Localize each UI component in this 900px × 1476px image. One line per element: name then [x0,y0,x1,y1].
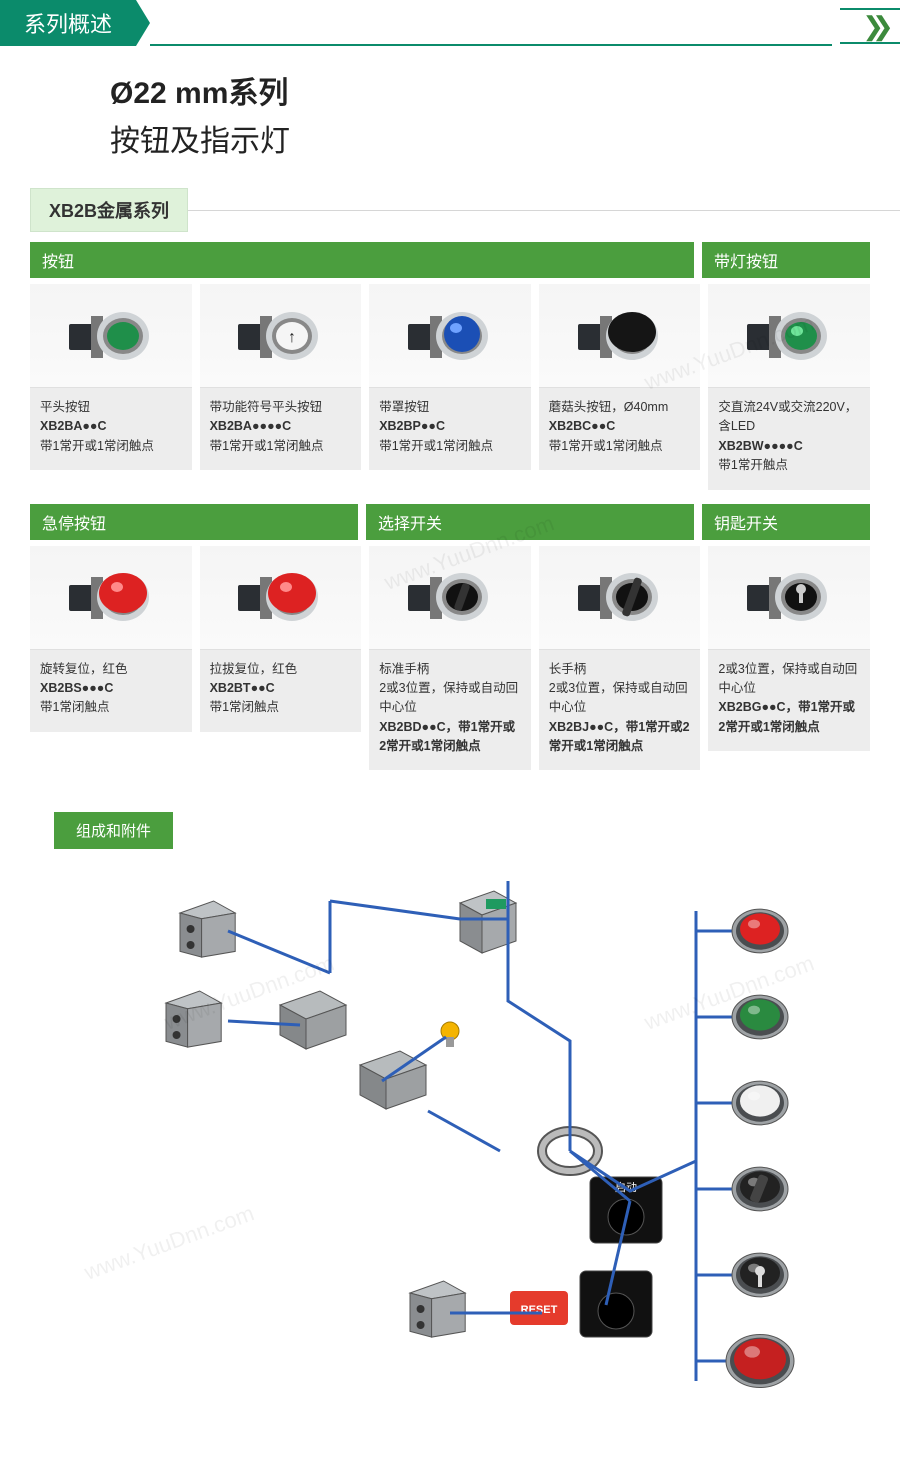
product-image: ↑ [200,284,362,388]
product-card: 标准手柄2或3位置，保持或自动回中心位XB2BD●●C，带1常开或2常开或1常闭… [369,546,531,771]
diagram-svg: 启动RESET [30,861,870,1451]
exploded-diagram: 启动RESET [30,861,870,1456]
tab-triangle [136,0,150,46]
product-card: 长手柄2或3位置，保持或自动回中心位XB2BJ●●C，带1常开或2常开或1常闭触… [539,546,701,771]
product-glyph-icon [61,298,161,374]
product-image [708,284,870,388]
product-card: ↑ 带功能符号平头按钮XB2BA●●●●C带1常开或1常闭触点 [200,284,362,490]
product-image [539,546,701,650]
product-image [30,284,192,388]
product-image [369,284,531,388]
product-text: 旋转复位，红色XB2BS●●●C带1常闭触点 [30,650,192,732]
product-card: 平头按钮XB2BA●●C带1常开或1常闭触点 [30,284,192,490]
product-glyph-icon [400,559,500,635]
product-image [30,546,192,650]
product-row-2: 旋转复位，红色XB2BS●●●C带1常闭触点 拉拔复位，红色XB2BT●●C带1… [30,546,870,771]
product-card: 带罩按钮XB2BP●●C带1常开或1常闭触点 [369,284,531,490]
product-text: 交直流24V或交流220V，含LEDXB2BW●●●●C带1常开触点 [708,388,870,490]
cat-button: 按钮 [30,242,694,278]
page-title-2: 按钮及指示灯 [110,116,900,160]
product-text: 长手柄2或3位置，保持或自动回中心位XB2BJ●●C，带1常开或2常开或1常闭触… [539,650,701,771]
product-card: 蘑菇头按钮，Ø40mmXB2BC●●C带1常开或1常闭触点 [539,284,701,490]
product-glyph-icon [400,298,500,374]
product-image [200,546,362,650]
product-text: 带罩按钮XB2BP●●C带1常开或1常闭触点 [369,388,531,470]
cat-estop: 急停按钮 [30,504,358,540]
product-glyph-icon [230,559,330,635]
page-title-1: Ø22 mm系列 [110,68,900,112]
product-text: 蘑菇头按钮，Ø40mmXB2BC●●C带1常开或1常闭触点 [539,388,701,470]
cat-lit-button: 带灯按钮 [702,242,870,278]
tab-header: 系列概述 ❯❯ [0,0,900,46]
product-glyph-icon [61,559,161,635]
product-card: 拉拔复位，红色XB2BT●●C带1常闭触点 [200,546,362,771]
series-line [188,210,900,211]
product-text: 平头按钮XB2BA●●C带1常开或1常闭触点 [30,388,192,470]
tab-title: 系列概述 [0,0,136,46]
product-glyph-icon [739,559,839,635]
product-glyph-icon [739,298,839,374]
product-glyph-icon [570,298,670,374]
category-row-1: 按钮 带灯按钮 [30,242,870,278]
product-card: 交直流24V或交流220V，含LEDXB2BW●●●●C带1常开触点 [708,284,870,490]
product-image [369,546,531,650]
product-glyph-icon [570,559,670,635]
components-label: 组成和附件 [54,812,173,849]
cat-selector: 选择开关 [366,504,694,540]
product-card: 旋转复位，红色XB2BS●●●C带1常闭触点 [30,546,192,771]
cat-key: 钥匙开关 [702,504,870,540]
product-row-1: 平头按钮XB2BA●●C带1常开或1常闭触点 ↑ 带功能符号平头按钮XB2BA●… [30,284,870,490]
series-label: XB2B金属系列 [30,188,188,232]
next-page-arrow-icon[interactable]: ❯❯ [840,8,900,44]
product-image [708,546,870,650]
product-text: 拉拔复位，红色XB2BT●●C带1常闭触点 [200,650,362,732]
series-bar: XB2B金属系列 [30,188,900,232]
svg-text:↑: ↑ [288,329,296,346]
catalog-page: 系列概述 ❯❯ Ø22 mm系列 按钮及指示灯 XB2B金属系列 按钮 带灯按钮… [0,0,900,1476]
product-text: 2或3位置，保持或自动回中心位XB2BG●●C，带1常开或2常开或1常闭触点 [708,650,870,752]
product-text: 带功能符号平头按钮XB2BA●●●●C带1常开或1常闭触点 [200,388,362,470]
product-card: 2或3位置，保持或自动回中心位XB2BG●●C，带1常开或2常开或1常闭触点 [708,546,870,771]
category-row-2: 急停按钮 选择开关 钥匙开关 [30,504,870,540]
tab-underline [150,41,832,46]
product-image [539,284,701,388]
product-text: 标准手柄2或3位置，保持或自动回中心位XB2BD●●C，带1常开或2常开或1常闭… [369,650,531,771]
product-glyph-icon: ↑ [230,298,330,374]
